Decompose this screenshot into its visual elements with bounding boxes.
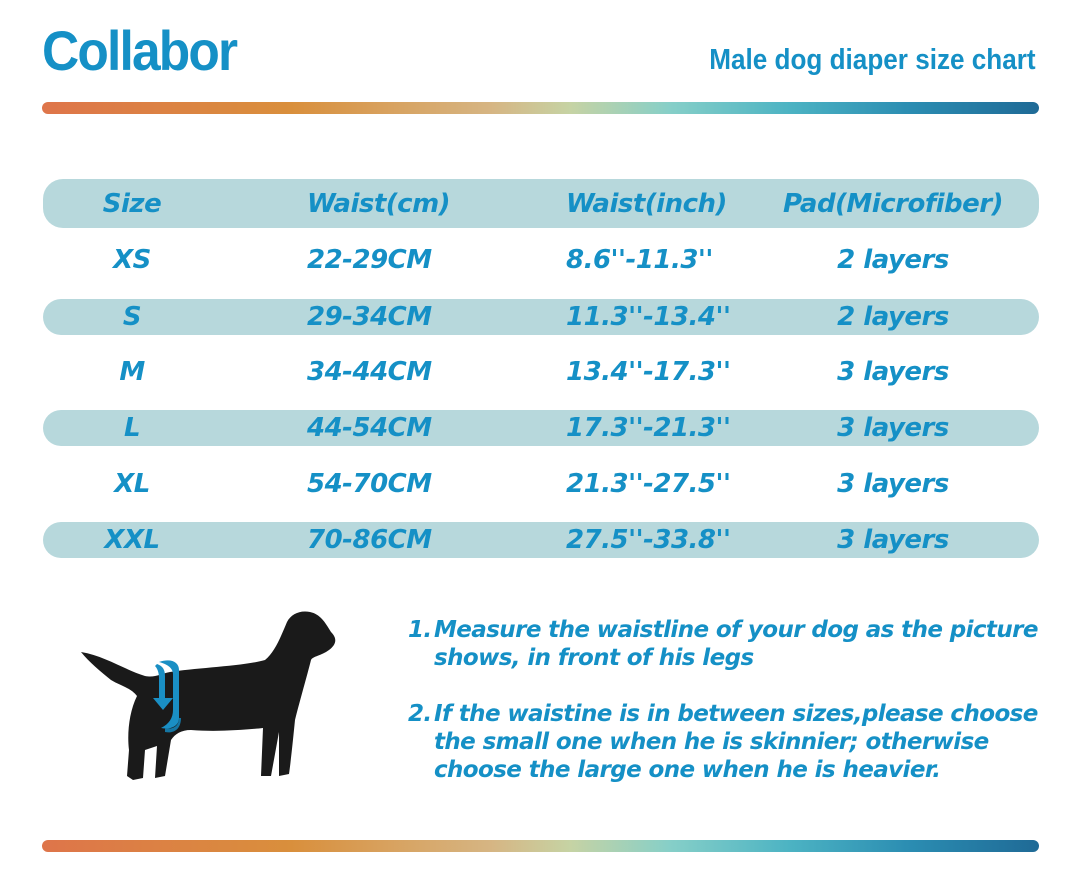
cell-waist-inch: 8.6''-11.3'' — [566, 245, 713, 275]
cell-waist-cm: 54-70CM — [307, 469, 432, 499]
table-row: XXL 70-86CM 27.5''-33.8'' 3 layers — [43, 522, 1039, 558]
top-gradient-divider — [42, 102, 1039, 114]
cell-waist-inch: 11.3''-13.4'' — [566, 302, 731, 332]
table-header-row: Size Waist(cm) Waist(inch) Pad(Microfibe… — [43, 179, 1039, 228]
table-row: M 34-44CM 13.4''-17.3'' 3 layers — [119, 357, 949, 387]
cell-waist-cm: 29-34CM — [307, 302, 432, 332]
chart-title: Male dog diaper size chart — [709, 44, 1036, 76]
cell-waist-cm: 70-86CM — [307, 525, 432, 555]
instruction-1: 1. Measure the waistline of your dog as t… — [408, 616, 1038, 672]
header-waist-cm: Waist(cm) — [307, 188, 451, 219]
instruction-number: 2. — [408, 701, 432, 727]
bottom-gradient-divider — [42, 840, 1039, 852]
cell-waist-inch: 21.3''-27.5'' — [566, 469, 731, 499]
cell-waist-inch: 17.3''-21.3'' — [566, 413, 731, 443]
instruction-2: 2. If the waistine is in between sizes,pl… — [408, 700, 1038, 784]
header-waist-inch: Waist(inch) — [566, 188, 727, 219]
dog-silhouette-with-waist-arrow-icon — [81, 611, 336, 780]
cell-waist-cm: 44-54CM — [307, 413, 432, 443]
cell-waist-cm: 22-29CM — [307, 245, 432, 275]
table-row: XS 22-29CM 8.6''-11.3'' 2 layers — [113, 245, 949, 275]
instruction-number: 1. — [408, 617, 432, 643]
table-row: S 29-34CM 11.3''-13.4'' 2 layers — [43, 299, 1039, 335]
cell-waist-cm: 34-44CM — [307, 357, 432, 387]
brand-logo: Collabor — [42, 19, 238, 82]
table-row: L 44-54CM 17.3''-21.3'' 3 layers — [43, 410, 1039, 446]
table-row: XL 54-70CM 21.3''-27.5'' 3 layers — [114, 469, 949, 499]
instruction-text: Measure the waistline of your dog as the… — [434, 617, 1038, 671]
cell-waist-inch: 27.5''-33.8'' — [566, 525, 731, 555]
cell-waist-inch: 13.4''-17.3'' — [566, 357, 731, 387]
instruction-text: If the waistine is in between sizes,plea… — [434, 701, 1038, 783]
